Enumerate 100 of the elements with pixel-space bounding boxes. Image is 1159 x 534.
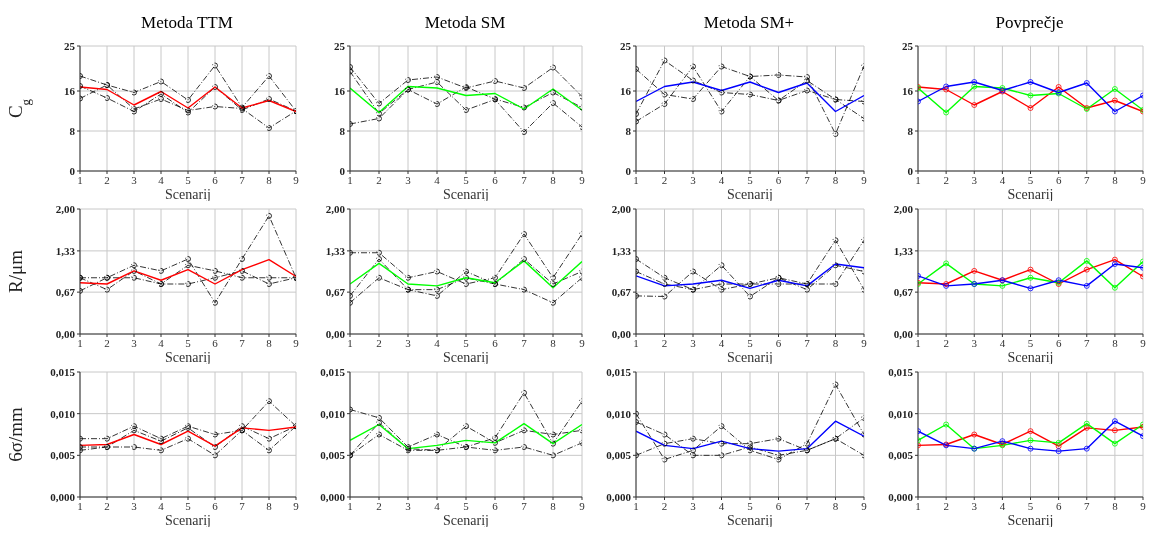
- x-tick-label: 1: [347, 499, 353, 512]
- x-tick-label: 5: [185, 499, 192, 512]
- y-tick-label: 8: [907, 124, 914, 137]
- y-tick-label: 0,00: [611, 327, 632, 340]
- x-tick-label: 5: [463, 499, 470, 512]
- x-tick-label: 3: [405, 173, 412, 186]
- x-tick-label: 7: [804, 499, 811, 512]
- x-tick-label: 5: [185, 173, 192, 186]
- y-tick-label: 0,000: [50, 490, 76, 503]
- y-tick-label: 0,015: [888, 365, 914, 378]
- y-tick-label: 0: [69, 164, 76, 177]
- x-tick-label: 5: [1027, 499, 1034, 512]
- x-tick-label: 2: [943, 173, 949, 186]
- x-tick-label: 9: [1140, 173, 1147, 186]
- y-tick-label: 1,33: [325, 244, 346, 257]
- x-tick-label: 4: [718, 173, 725, 186]
- x-tick-label: 2: [661, 499, 668, 512]
- x-tick-label: 3: [971, 336, 978, 349]
- y-tick-label: 0,015: [606, 365, 632, 378]
- x-tick-label: 4: [158, 499, 165, 512]
- x-tick-label: 7: [521, 173, 528, 186]
- x-tick-label: 4: [158, 173, 165, 186]
- y-tick-label: 0,67: [893, 286, 914, 299]
- x-tick-label: 2: [943, 336, 949, 349]
- x-tick-label: 8: [832, 336, 839, 349]
- x-tick-label: 2: [104, 499, 110, 512]
- x-tick-label: 4: [999, 173, 1006, 186]
- x-tick-label: 7: [239, 336, 246, 349]
- x-tick-label: 6: [1055, 336, 1062, 349]
- y-tick-label: 0,00: [55, 327, 76, 340]
- y-tick-label: 2,00: [893, 202, 914, 215]
- y-tick-label: 1,33: [893, 244, 914, 257]
- x-tick-label: 8: [266, 336, 273, 349]
- y-tick-label: 25: [334, 39, 346, 52]
- y-tick-label: 0,015: [50, 365, 76, 378]
- x-tick-label: 5: [463, 173, 470, 186]
- y-axis-title: 6σ/mm: [5, 407, 26, 462]
- y-tick-label: 0,67: [55, 286, 76, 299]
- y-tick-label: 0,000: [320, 490, 346, 503]
- x-tick-label: 9: [1140, 499, 1147, 512]
- y-tick-label: 16: [902, 84, 914, 97]
- y-tick-label: 16: [334, 84, 346, 97]
- x-tick-label: 5: [1027, 336, 1034, 349]
- y-tick-label: 25: [64, 39, 76, 52]
- x-tick-label: 6: [212, 499, 219, 512]
- x-tick-label: 4: [999, 499, 1006, 512]
- x-tick-label: 2: [104, 173, 110, 186]
- y-tick-label: 0,000: [888, 490, 914, 503]
- y-tick-label: 8: [625, 124, 632, 137]
- x-tick-label: 4: [718, 336, 725, 349]
- x-tick-label: 9: [1140, 336, 1147, 349]
- x-tick-label: 3: [690, 336, 697, 349]
- y-tick-label: 2,00: [325, 202, 346, 215]
- x-tick-label: 6: [492, 499, 499, 512]
- chart-title: Povprečje: [994, 12, 1065, 34]
- y-axis-title: R/μm: [5, 249, 26, 293]
- x-tick-label: 9: [579, 499, 586, 512]
- x-tick-label: 1: [633, 173, 639, 186]
- x-tick-label: 5: [185, 336, 192, 349]
- x-tick-label: 4: [434, 499, 441, 512]
- y-tick-label: 0,010: [50, 407, 76, 420]
- x-tick-label: 1: [915, 173, 921, 186]
- x-tick-label: 1: [77, 173, 83, 186]
- x-tick-label: 5: [747, 499, 754, 512]
- x-tick-label: 7: [521, 336, 528, 349]
- x-tick-label: 3: [971, 499, 978, 512]
- y-tick-label: 0,000: [606, 490, 632, 503]
- x-tick-label: 3: [405, 499, 412, 512]
- x-tick-label: 6: [775, 499, 782, 512]
- x-tick-label: 9: [293, 336, 300, 349]
- x-tick-label: 1: [633, 336, 639, 349]
- x-tick-label: 7: [239, 173, 246, 186]
- y-tick-label: 0,005: [320, 449, 346, 462]
- x-tick-label: 6: [775, 336, 782, 349]
- x-tick-label: 8: [266, 173, 273, 186]
- y-tick-label: 0,005: [888, 449, 914, 462]
- x-tick-label: 7: [804, 336, 811, 349]
- x-tick-label: 4: [434, 173, 441, 186]
- y-tick-label: 0,010: [320, 407, 346, 420]
- x-tick-label: 3: [131, 336, 138, 349]
- x-tick-label: 9: [579, 173, 586, 186]
- x-tick-label: 8: [1112, 336, 1119, 349]
- x-tick-label: 8: [832, 499, 839, 512]
- x-tick-label: 8: [550, 173, 557, 186]
- x-tick-label: 3: [690, 499, 697, 512]
- y-tick-label: 0,010: [888, 407, 914, 420]
- y-tick-label: 0,00: [325, 327, 346, 340]
- y-tick-label: 0,67: [325, 286, 346, 299]
- x-tick-label: 2: [376, 499, 382, 512]
- x-tick-label: 6: [212, 336, 219, 349]
- y-tick-label: 0: [907, 164, 914, 177]
- y-tick-label: 1,33: [55, 244, 76, 257]
- y-tick-label: 25: [620, 39, 632, 52]
- x-tick-label: 8: [832, 173, 839, 186]
- x-tick-label: 1: [77, 336, 83, 349]
- x-tick-label: 9: [293, 173, 300, 186]
- y-tick-label: 0,010: [606, 407, 632, 420]
- x-tick-label: 8: [1112, 173, 1119, 186]
- x-tick-label: 1: [347, 336, 353, 349]
- x-tick-label: 8: [550, 499, 557, 512]
